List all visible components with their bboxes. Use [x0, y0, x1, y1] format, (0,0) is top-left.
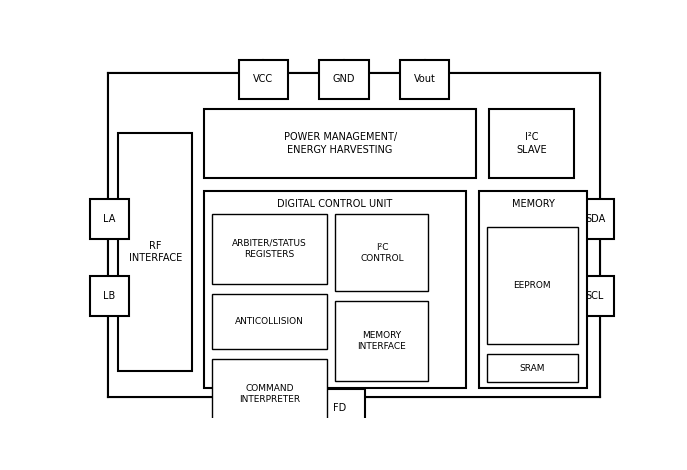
Bar	[400, 60, 449, 99]
Text: SCL: SCL	[586, 291, 605, 301]
Bar	[212, 294, 327, 349]
Bar	[212, 359, 327, 428]
Bar	[486, 354, 578, 382]
Bar	[203, 109, 477, 178]
Text: I²C
CONTROL: I²C CONTROL	[360, 243, 404, 263]
Bar	[479, 191, 587, 388]
Bar	[335, 301, 429, 381]
Bar	[203, 191, 466, 388]
Text: POWER MANAGEMENT/
ENERGY HARVESTING: POWER MANAGEMENT/ ENERGY HARVESTING	[284, 132, 396, 155]
Bar	[335, 214, 429, 291]
Text: LA: LA	[103, 214, 115, 224]
Bar	[118, 133, 192, 370]
Bar	[238, 60, 288, 99]
Bar	[576, 276, 614, 316]
Text: FD: FD	[333, 403, 347, 413]
Bar	[489, 109, 574, 178]
Text: RF
INTERFACE: RF INTERFACE	[128, 241, 182, 263]
Text: COMMAND
INTERPRETER: COMMAND INTERPRETER	[239, 384, 300, 404]
Text: ARBITER/STATUS
REGISTERS: ARBITER/STATUS REGISTERS	[232, 239, 307, 259]
Text: EEPROM: EEPROM	[513, 282, 551, 290]
Text: ANTICOLLISION: ANTICOLLISION	[235, 317, 304, 326]
Text: DIGITAL CONTROL UNIT: DIGITAL CONTROL UNIT	[277, 199, 392, 209]
Bar	[576, 199, 614, 239]
Text: I²C
SLAVE: I²C SLAVE	[516, 132, 547, 155]
Bar	[108, 73, 600, 397]
Text: SRAM: SRAM	[519, 364, 545, 373]
Bar	[315, 389, 365, 428]
Text: MEMORY
INTERFACE: MEMORY INTERFACE	[357, 331, 406, 352]
Text: MEMORY: MEMORY	[512, 199, 554, 209]
Bar	[90, 199, 128, 239]
Text: LB: LB	[103, 291, 115, 301]
Bar	[319, 60, 369, 99]
Text: VCC: VCC	[254, 75, 273, 85]
Text: Vout: Vout	[414, 75, 436, 85]
Text: GND: GND	[333, 75, 355, 85]
Bar	[90, 276, 128, 316]
Text: SDA: SDA	[585, 214, 605, 224]
Bar	[486, 227, 578, 345]
Bar	[212, 214, 327, 283]
